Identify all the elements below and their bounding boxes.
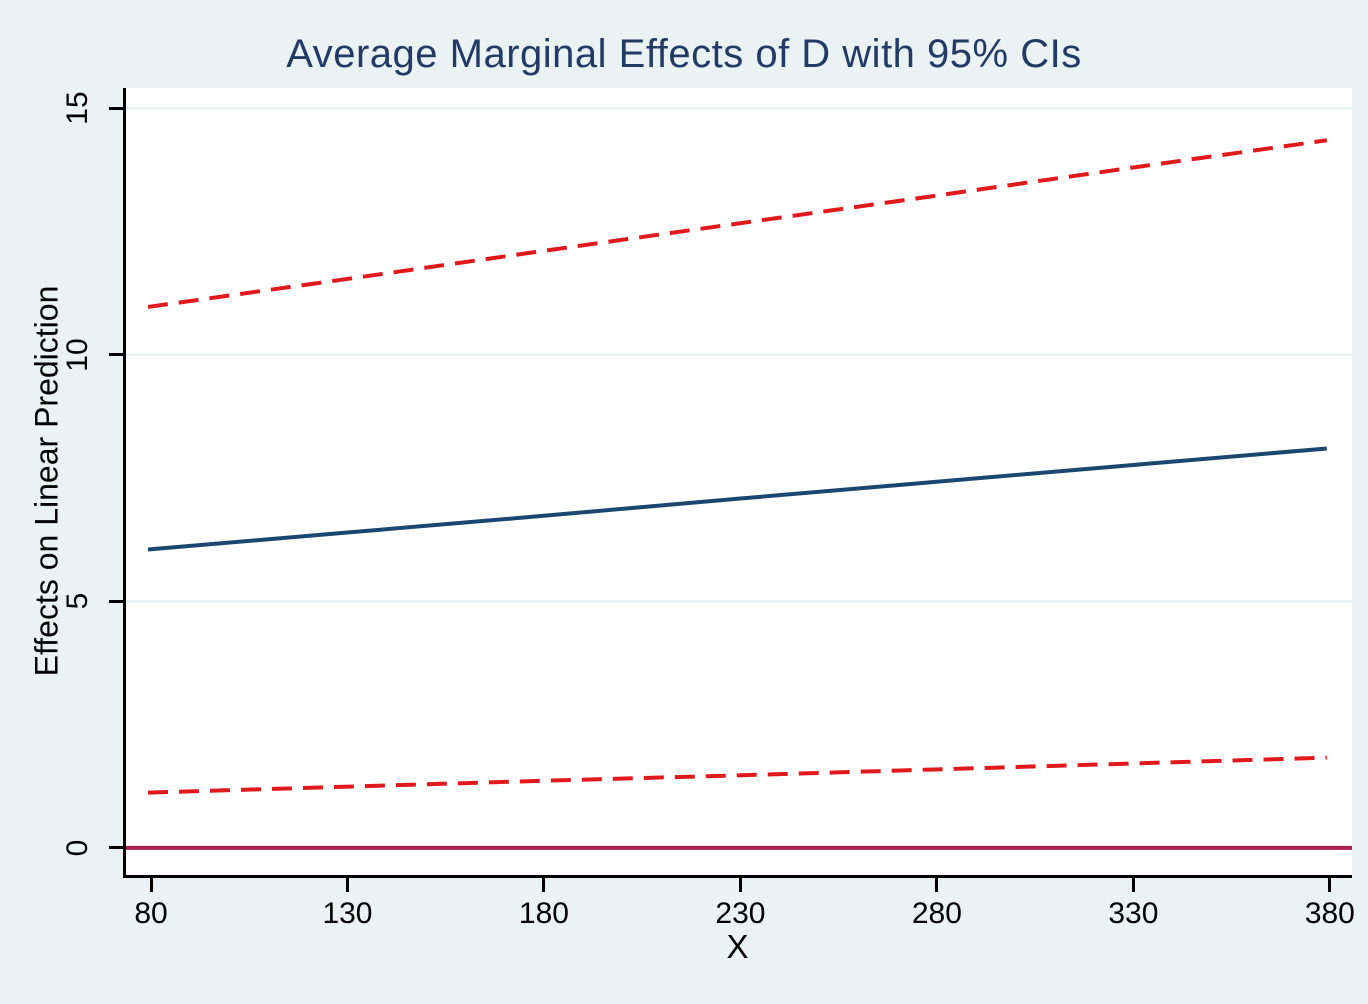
chart-title: Average Marginal Effects of D with 95% C… [286, 32, 1082, 76]
y-tick-label-5: 5 [61, 592, 94, 610]
x-tick-330 [1131, 878, 1135, 892]
y-tick-0 [109, 846, 123, 850]
y-tick-label-15: 15 [61, 91, 94, 125]
chart-canvas [126, 107, 1352, 850]
x-tick-label-330: 330 [1108, 897, 1159, 930]
y-tick-label-10: 10 [61, 338, 94, 372]
x-tick-label-380: 380 [1304, 897, 1355, 930]
x-tick-180 [542, 878, 546, 892]
plot-area: 0 5 10 15 80 130 180 230 280 330 380 [61, 88, 1355, 930]
y-tick-10 [109, 353, 123, 357]
x-tick-label-80: 80 [134, 897, 168, 930]
x-tick-label-130: 130 [322, 897, 373, 930]
y-tick-label-0: 0 [61, 839, 94, 857]
lower-95-ci-line [147, 755, 1327, 795]
x-axis-title: X [726, 928, 749, 965]
x-tick-label-180: 180 [518, 897, 569, 930]
x-tick-label-230: 230 [715, 897, 766, 930]
x-tick-label-280: 280 [911, 897, 962, 930]
x-tick-280 [935, 878, 939, 892]
x-tick-130 [345, 878, 349, 892]
upper-95-ci-line [147, 138, 1328, 309]
y-tick-5 [109, 599, 123, 603]
x-tick-380 [1328, 878, 1332, 892]
x-tick-80 [149, 878, 153, 892]
y-axis-title: Effects on Linear Prediction [28, 285, 65, 677]
x-tick-230 [738, 878, 742, 892]
y-tick-15 [109, 106, 123, 110]
average-marginal-effect-line [147, 446, 1328, 552]
